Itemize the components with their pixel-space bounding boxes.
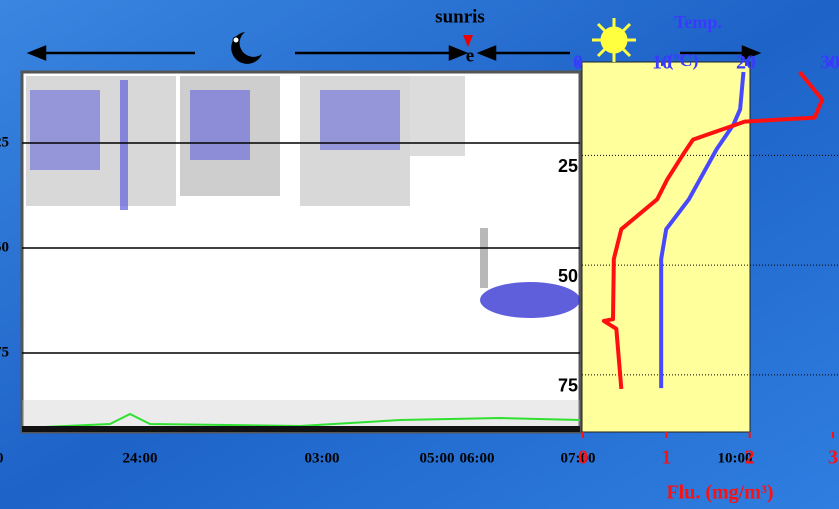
annotation: sunris [435,6,485,27]
profile-panel [581,61,751,433]
x-bottom-tick-label: 1 [661,447,671,469]
bottom-axis-label: Flu. (mg/m³) [666,482,773,504]
sun-icon [592,18,636,62]
y-tick-label: 75 [558,376,578,396]
y-tick-label: 50 [558,266,578,286]
x-top-tick-label: 30 [820,52,839,74]
x-top-tick-label: 20 [736,52,756,74]
x-bottom-tick-label: 2 [745,447,755,469]
time-label: 03:00 [305,450,340,466]
time-label: 05:00 [420,450,455,466]
depth-label: 50 [0,239,9,255]
x-top-tick-label: 10 [652,52,672,74]
y-tick-label: 25 [558,156,578,176]
profile-line [601,70,825,390]
moon-icon [231,32,262,64]
echogram [20,70,582,434]
x-top-tick-label: 0 [573,52,583,74]
top-axis-unit: (ºC) [668,50,699,71]
period-arrows [26,45,762,61]
time-label: 22:00 [0,450,4,466]
x-bottom-tick-label: 3 [828,447,838,469]
time-label: 24:00 [123,450,158,466]
profile-line [659,71,746,389]
time-label: 07:00 [561,450,596,466]
bottom-extra-label: 10:00 [718,450,753,466]
depth-label: 25 [0,134,9,150]
x-bottom-tick-label: 0 [578,447,588,469]
depth-label: 75 [0,344,9,360]
time-label: 06:00 [460,450,495,466]
top-axis-label: Temp. [674,12,722,32]
sunrise-marker [463,35,473,47]
annotation: e [466,45,474,66]
